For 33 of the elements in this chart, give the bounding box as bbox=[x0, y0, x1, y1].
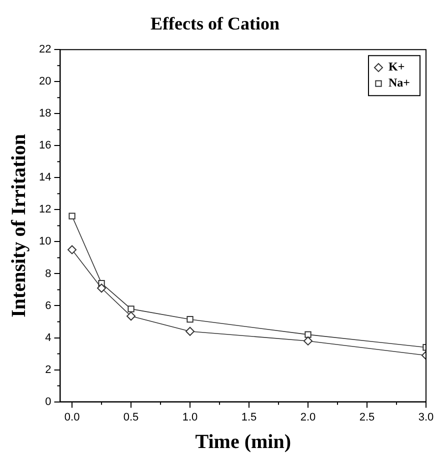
legend-label: Na+ bbox=[388, 76, 410, 90]
y-tick-label: 22 bbox=[38, 44, 52, 56]
x-tick-label: 3.0 bbox=[418, 411, 434, 424]
y-tick-label: 4 bbox=[45, 332, 52, 344]
x-axis-title: Time (min) bbox=[195, 431, 291, 454]
y-tick-label: 8 bbox=[45, 268, 52, 280]
y-axis-title: Intensity of Irritation bbox=[8, 134, 30, 318]
y-tick-label: 6 bbox=[45, 300, 52, 312]
y-tick-label: 14 bbox=[38, 172, 52, 184]
x-tick-label: 0.5 bbox=[123, 411, 139, 424]
x-tick-label: 0.0 bbox=[64, 411, 80, 424]
x-tick-label: 1.5 bbox=[241, 411, 257, 424]
point bbox=[68, 245, 77, 254]
point bbox=[68, 212, 76, 220]
chart-title: Effects of Cation bbox=[150, 13, 280, 34]
y-tick-label: 0 bbox=[45, 396, 52, 408]
y-tick-label: 2 bbox=[45, 364, 52, 376]
legend-label: K+ bbox=[388, 60, 405, 74]
point bbox=[128, 306, 134, 312]
point bbox=[304, 331, 312, 338]
x-tick-label: 1.0 bbox=[182, 411, 198, 424]
x-tick-label: 2.5 bbox=[359, 411, 375, 424]
point bbox=[304, 336, 313, 346]
point bbox=[97, 284, 106, 293]
point bbox=[186, 316, 194, 323]
y-tick-label: 10 bbox=[38, 236, 52, 248]
y-tick-label: 16 bbox=[38, 140, 52, 152]
y-tick-label: 20 bbox=[38, 76, 52, 88]
point bbox=[186, 326, 195, 336]
y-tick-label: 18 bbox=[38, 108, 52, 120]
y-tick-label: 12 bbox=[38, 204, 52, 216]
point bbox=[126, 312, 136, 321]
x-tick-label: 2.0 bbox=[300, 411, 316, 424]
